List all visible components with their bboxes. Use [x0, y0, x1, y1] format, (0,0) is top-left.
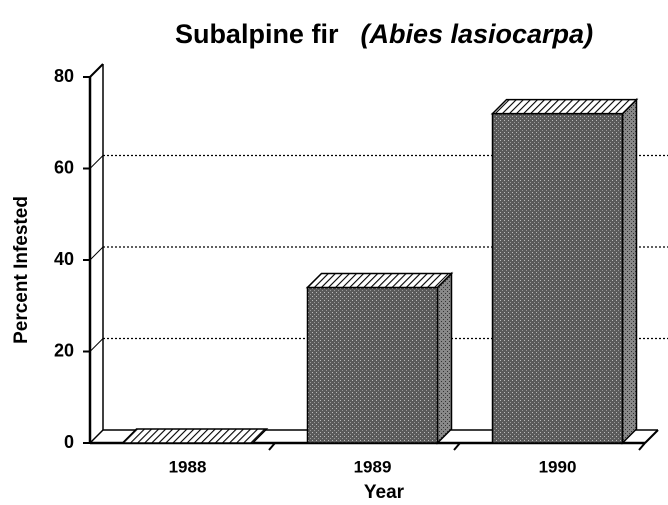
y-axis-label: Percent Infested: [11, 196, 32, 344]
x-tick-label: 1989: [354, 457, 392, 476]
y-tick-label: 20: [54, 340, 74, 360]
left-wall-top: [89, 63, 104, 78]
bar-side: [436, 271, 453, 445]
floor-right: [644, 429, 659, 444]
x-tick: [638, 442, 646, 451]
bar-top: [120, 428, 269, 444]
title-species: (Abies lasiocarpa): [360, 19, 593, 49]
grid-line-left-wall: [89, 338, 104, 352]
y-tick-label: 40: [54, 249, 74, 269]
y-tick-label: 0: [64, 432, 74, 452]
title-main: Subalpine fir: [175, 19, 339, 49]
x-tick-label: 1990: [539, 457, 577, 476]
x-tick-label: 1988: [169, 457, 207, 476]
x-axis-label: Year: [364, 482, 405, 503]
chart-title: Subalpine fir (Abies lasiocarpa): [175, 19, 593, 49]
bar-side: [621, 97, 638, 445]
bar-top: [490, 98, 639, 115]
grid-line-left-wall: [89, 246, 104, 261]
grid-line-left-wall: [89, 155, 104, 169]
bar-top: [305, 272, 454, 289]
y-tick-label: 80: [54, 66, 74, 86]
x-tick: [453, 442, 461, 451]
floor-left: [89, 429, 104, 444]
bar: [491, 112, 624, 444]
bar: [306, 286, 439, 444]
y-tick-label: 60: [54, 157, 74, 177]
x-tick: [268, 442, 276, 451]
